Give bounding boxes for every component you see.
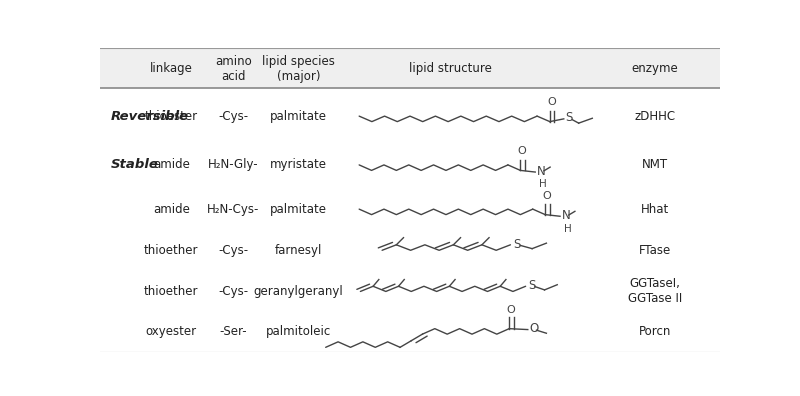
Text: farnesyl: farnesyl: [274, 244, 322, 257]
Text: zDHHC: zDHHC: [634, 110, 675, 123]
Text: O: O: [530, 322, 539, 335]
Text: S: S: [514, 238, 521, 251]
Text: FTase: FTase: [638, 244, 671, 257]
Text: oxyester: oxyester: [146, 325, 197, 338]
Text: Stable: Stable: [111, 158, 159, 171]
Text: linkage: linkage: [150, 62, 193, 75]
Text: GGTaseI,
GGTase II: GGTaseI, GGTase II: [628, 278, 682, 305]
Text: thioether: thioether: [144, 285, 198, 298]
Text: O: O: [506, 305, 515, 315]
Text: N: N: [562, 209, 570, 222]
Text: S: S: [566, 111, 573, 124]
Text: amide: amide: [153, 203, 190, 216]
Text: lipid structure: lipid structure: [409, 62, 492, 75]
Text: -Cys-: -Cys-: [218, 244, 248, 257]
Text: O: O: [547, 97, 556, 107]
Text: N: N: [537, 165, 546, 178]
Text: O: O: [518, 147, 526, 156]
Text: palmitate: palmitate: [270, 110, 327, 123]
Text: amide: amide: [153, 158, 190, 171]
Text: H₂N-Gly-: H₂N-Gly-: [208, 158, 258, 171]
Text: thioester: thioester: [145, 110, 198, 123]
Text: -Ser-: -Ser-: [219, 325, 247, 338]
Text: -Cys-: -Cys-: [218, 285, 248, 298]
Text: amino
acid: amino acid: [215, 55, 252, 83]
Text: H₂N-Cys-: H₂N-Cys-: [207, 203, 259, 216]
Text: palmitate: palmitate: [270, 203, 327, 216]
Text: enzyme: enzyme: [631, 62, 678, 75]
Text: H: H: [539, 179, 547, 189]
Text: -Cys-: -Cys-: [218, 110, 248, 123]
Text: geranylgeranyl: geranylgeranyl: [254, 285, 343, 298]
Text: thioether: thioether: [144, 244, 198, 257]
Text: O: O: [542, 190, 551, 201]
Bar: [100, 48, 720, 88]
Text: H: H: [564, 224, 572, 234]
Text: lipid species
(major): lipid species (major): [262, 55, 335, 83]
Text: NMT: NMT: [642, 158, 668, 171]
Text: myristate: myristate: [270, 158, 327, 171]
Text: Porcn: Porcn: [638, 325, 671, 338]
Text: palmitoleic: palmitoleic: [266, 325, 331, 338]
Text: Reversible: Reversible: [111, 110, 190, 123]
Text: Hhat: Hhat: [641, 203, 669, 216]
Text: S: S: [528, 280, 535, 293]
